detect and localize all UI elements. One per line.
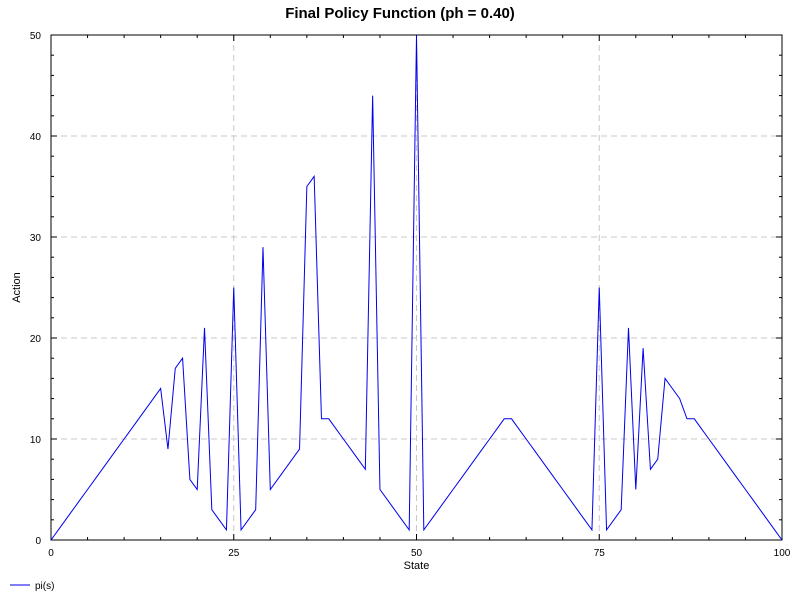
y-tick-label: 0 — [35, 536, 41, 547]
x-axis-label: State — [404, 560, 430, 572]
y-tick-label: 40 — [30, 132, 42, 143]
x-tick-label: 75 — [594, 548, 606, 559]
x-tick-label: 50 — [411, 548, 423, 559]
y-tick-label: 30 — [30, 233, 42, 244]
y-tick-label: 20 — [30, 334, 42, 345]
ticks: 0 25 50 75 100 0 10 20 30 40 50 — [30, 31, 791, 559]
x-tick-label: 100 — [774, 548, 791, 559]
legend: pi(s) — [10, 581, 54, 592]
x-tick-label: 0 — [48, 548, 54, 559]
chart-title: Final Policy Function (ph = 0.40) — [285, 5, 515, 22]
y-tick-label: 50 — [30, 31, 42, 42]
y-tick-label: 10 — [30, 435, 42, 446]
grid — [51, 34, 782, 540]
x-tick-label: 25 — [228, 548, 240, 559]
legend-label: pi(s) — [35, 581, 54, 592]
series-line-pi — [50, 34, 783, 541]
y-axis-label: Action — [11, 272, 23, 303]
series-layer — [50, 34, 783, 541]
